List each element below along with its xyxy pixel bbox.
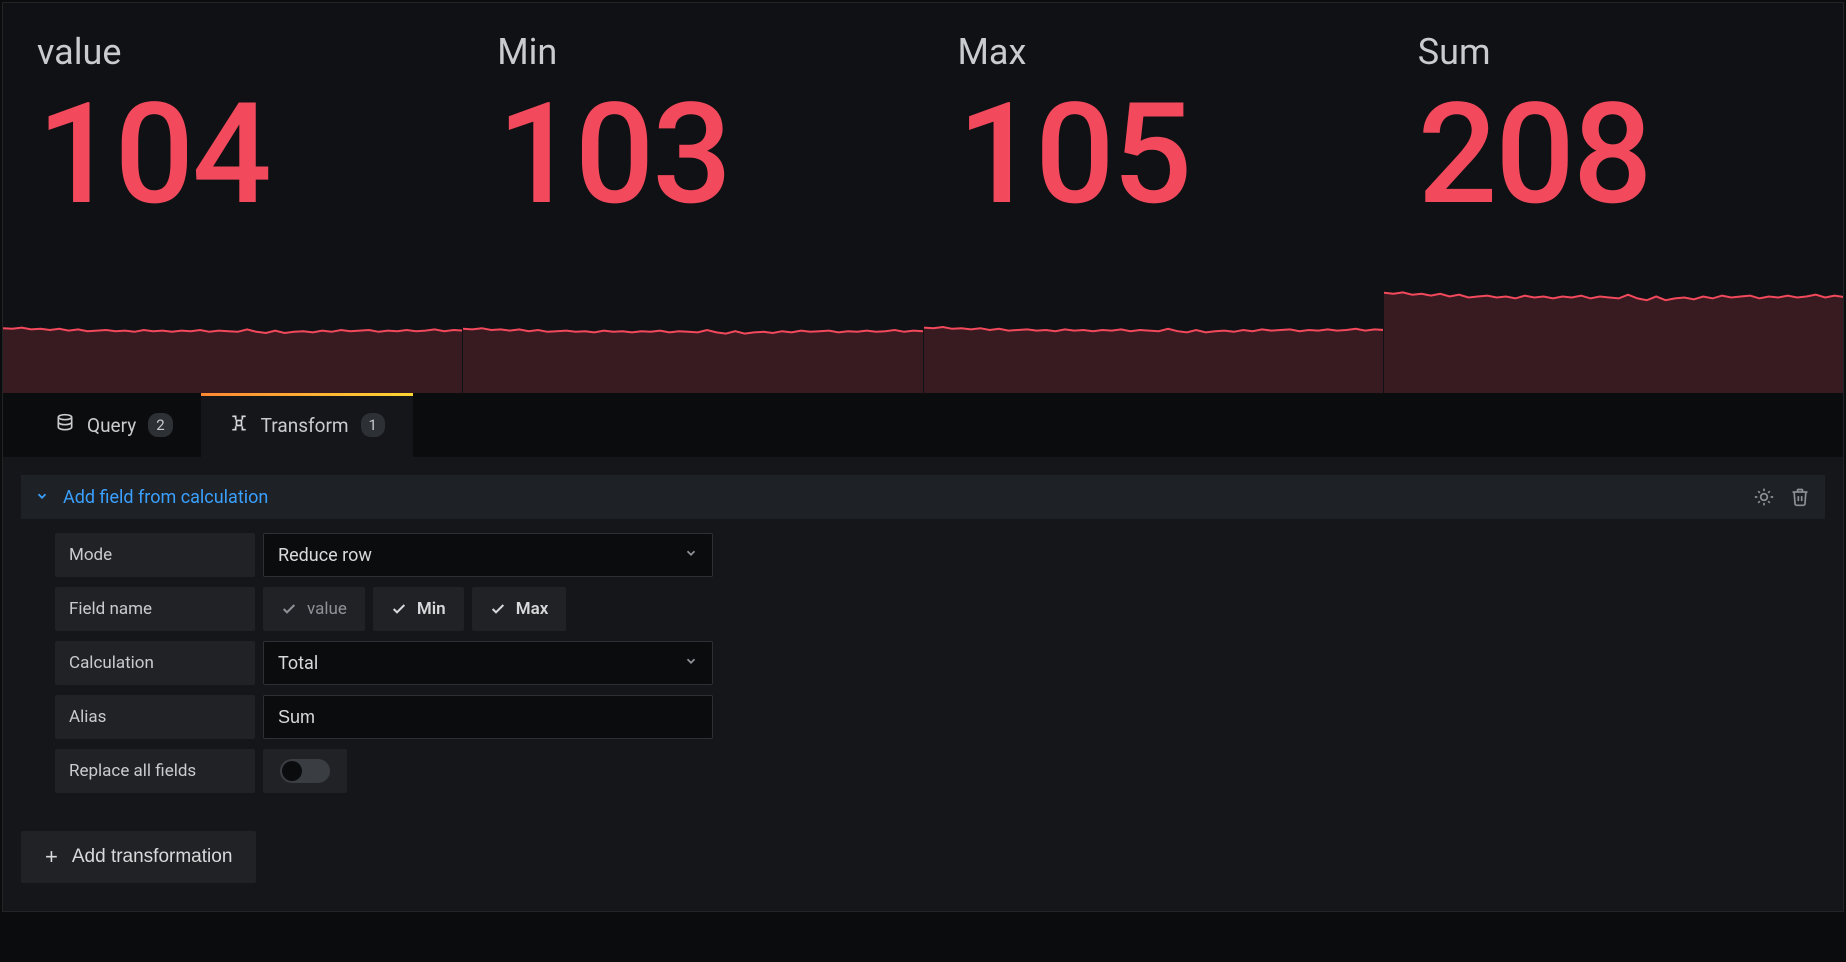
toggle-replace-all[interactable] — [280, 759, 330, 783]
select-mode[interactable]: Reduce row — [263, 533, 713, 577]
stat-card: value 104 — [3, 3, 462, 393]
row-alias: Alias — [55, 695, 1825, 739]
toggle-replace-all-wrap — [263, 749, 347, 793]
stat-card: Sum 208 — [1383, 3, 1843, 393]
label-field-name: Field name — [55, 587, 255, 631]
select-calculation-value: Total — [278, 653, 318, 674]
check-icon — [391, 601, 407, 617]
row-field-name: Field name value Min Max — [55, 587, 1825, 631]
chevron-down-icon — [35, 488, 49, 507]
row-replace-all: Replace all fields — [55, 749, 1825, 793]
stat-value: 208 — [1418, 85, 1843, 225]
stat-card: Max 105 — [923, 3, 1383, 393]
stat-value: 105 — [958, 85, 1383, 225]
select-calculation[interactable]: Total — [263, 641, 713, 685]
field-chip-label: Min — [417, 599, 446, 619]
add-transformation-label: Add transformation — [72, 846, 233, 868]
field-chip-label: Max — [516, 599, 549, 619]
add-transformation-button[interactable]: + Add transformation — [21, 831, 256, 883]
debug-icon[interactable] — [1753, 486, 1775, 508]
label-calculation: Calculation — [55, 641, 255, 685]
stat-card: Min 103 — [462, 3, 922, 393]
transform-editor: Add field from calculation Mode — [3, 457, 1843, 911]
trash-icon[interactable] — [1789, 486, 1811, 508]
check-icon — [490, 601, 506, 617]
stat-panel: value 104 Min 103 Max 105 Sum 208 — [3, 3, 1843, 393]
plus-icon: + — [45, 846, 58, 868]
tab-query-label: Query — [87, 414, 136, 437]
label-alias: Alias — [55, 695, 255, 739]
stat-title: Sum — [1418, 31, 1843, 73]
select-mode-value: Reduce row — [278, 545, 372, 566]
label-mode: Mode — [55, 533, 255, 577]
field-chip[interactable]: Max — [472, 587, 567, 631]
chevron-down-icon — [684, 654, 698, 672]
transform-icon — [229, 413, 249, 438]
database-icon — [55, 413, 75, 438]
field-chip[interactable]: value — [263, 587, 365, 631]
stat-title: Max — [958, 31, 1383, 73]
tab-transform-count: 1 — [361, 413, 385, 437]
check-icon — [281, 601, 297, 617]
tab-transform-label: Transform — [261, 414, 349, 437]
stat-value: 104 — [37, 85, 462, 225]
editor-tabs: Query 2 Transform 1 — [3, 393, 1843, 457]
tab-transform[interactable]: Transform 1 — [201, 393, 413, 457]
stat-title: Min — [497, 31, 922, 73]
stat-title: value — [37, 31, 462, 73]
stat-value: 103 — [497, 85, 922, 225]
sparkline — [463, 273, 922, 393]
input-alias[interactable] — [263, 695, 713, 739]
row-calculation: Calculation Total — [55, 641, 1825, 685]
transform-header[interactable]: Add field from calculation — [21, 475, 1825, 519]
sparkline — [3, 273, 462, 393]
sparkline — [924, 273, 1383, 393]
transform-title: Add field from calculation — [63, 487, 268, 508]
chevron-down-icon — [684, 546, 698, 564]
field-chip-label: value — [307, 599, 347, 619]
tab-query-count: 2 — [148, 413, 172, 437]
row-mode: Mode Reduce row — [55, 533, 1825, 577]
label-replace-all: Replace all fields — [55, 749, 255, 793]
field-chip[interactable]: Min — [373, 587, 464, 631]
tab-query[interactable]: Query 2 — [27, 393, 201, 457]
sparkline — [1384, 273, 1843, 393]
